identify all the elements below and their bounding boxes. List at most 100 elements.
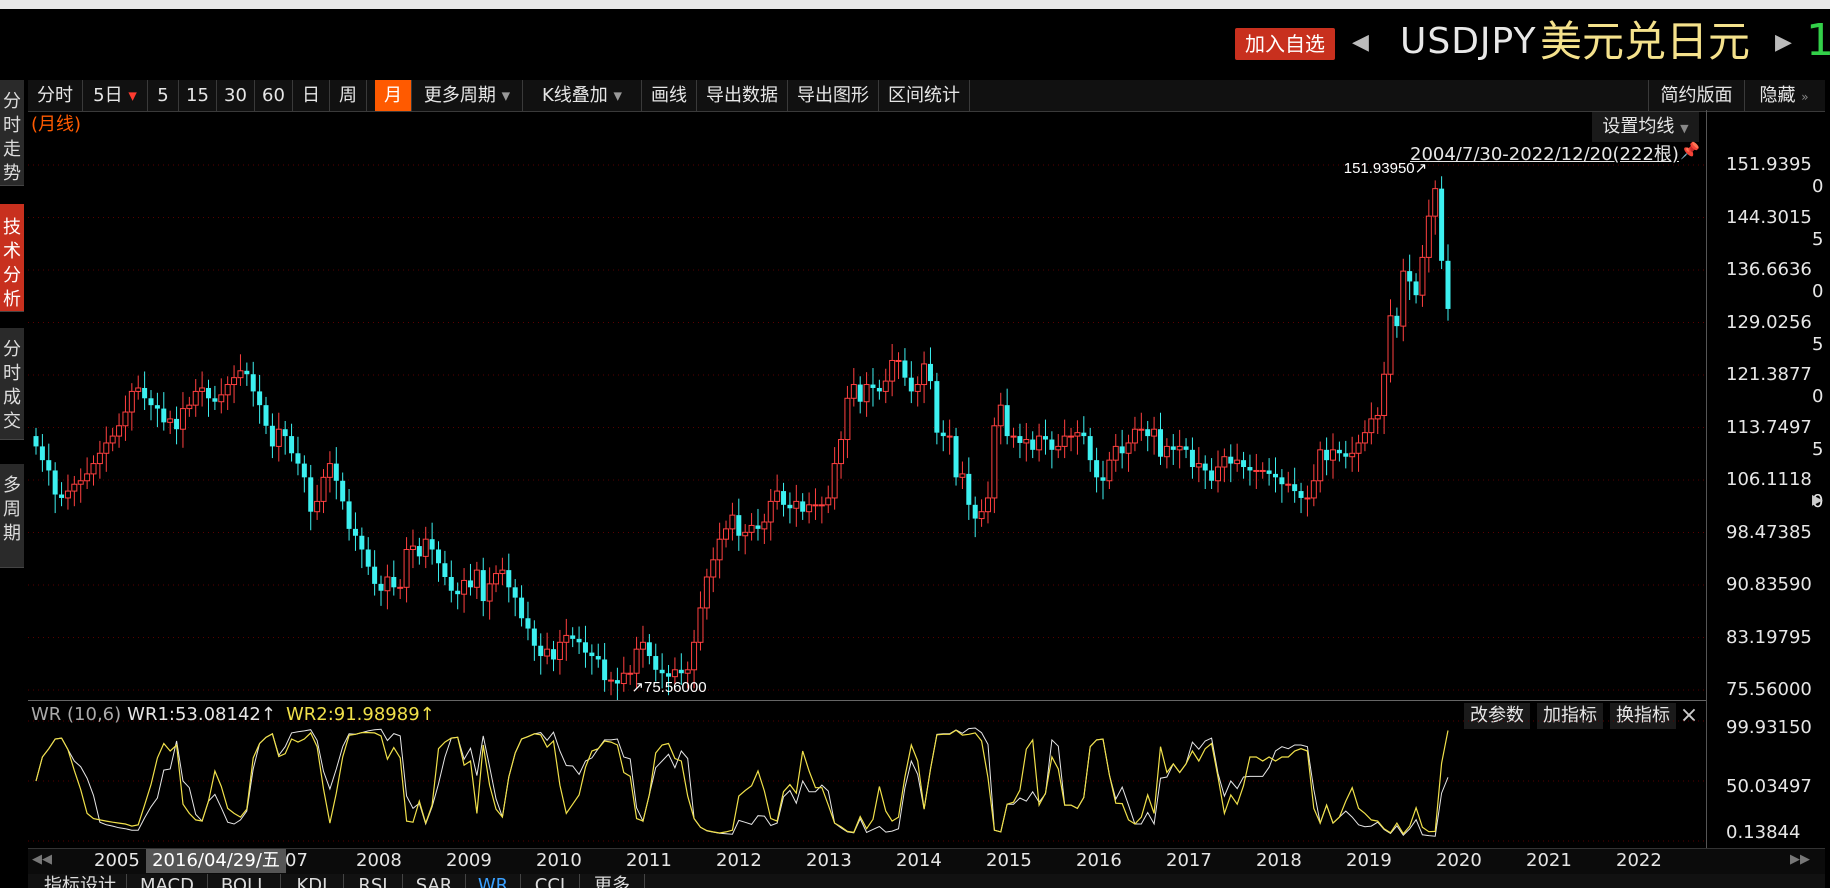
candle-body-down xyxy=(269,425,275,447)
tb-draw-line[interactable]: 画线 xyxy=(642,80,697,111)
candle xyxy=(174,406,180,445)
candle-body-down xyxy=(467,580,473,588)
side-tab-multiperiod[interactable]: 多周期 xyxy=(0,464,24,568)
candle xyxy=(748,513,755,541)
candle xyxy=(1030,431,1036,459)
change-params-button[interactable]: 改参数 xyxy=(1464,703,1530,729)
candle xyxy=(1100,460,1106,500)
candle xyxy=(1374,407,1381,435)
price-tick-fragment: 0 xyxy=(1812,281,1824,302)
candle xyxy=(77,468,84,503)
pin-icon[interactable]: 📌 xyxy=(1680,141,1700,160)
tb-label: 5日 xyxy=(93,85,123,106)
time-tick: 2009 xyxy=(446,850,492,871)
side-tab-label: 技术分析 xyxy=(3,217,21,310)
candle-body-down xyxy=(800,501,806,512)
wr-indicator-chart[interactable] xyxy=(28,701,1706,847)
candle-body-up xyxy=(544,648,551,657)
close-icon[interactable]: × xyxy=(1679,703,1699,728)
side-tab-technical[interactable]: 技术分析 xyxy=(0,204,24,312)
candle-body-down xyxy=(972,504,978,519)
switch-indicator-button[interactable]: 换指标 xyxy=(1610,703,1676,729)
candle xyxy=(1355,434,1362,472)
add-to-watchlist-button[interactable]: 加入自选 xyxy=(1235,28,1335,60)
set-ma-button[interactable]: 设置均线 ▼ xyxy=(1592,112,1699,142)
tb-export-data[interactable]: 导出数据 xyxy=(697,80,788,111)
candle xyxy=(1042,419,1048,455)
expand-right-icon[interactable]: ▶ xyxy=(1812,492,1823,508)
tb-60min[interactable]: 60 xyxy=(255,80,293,111)
candle-body-down xyxy=(1247,467,1253,471)
time-tick: 2008 xyxy=(356,850,402,871)
side-tab-intraday[interactable]: 分时走势 xyxy=(0,80,24,186)
tb-30min[interactable]: 30 xyxy=(217,80,255,111)
candle-body-down xyxy=(59,494,65,498)
tb-export-chart[interactable]: 导出图形 xyxy=(788,80,879,111)
price-tick-fragment: 0 xyxy=(1812,491,1824,512)
candle xyxy=(882,368,889,404)
tb-week[interactable]: 周 xyxy=(330,80,367,111)
tb-day[interactable]: 日 xyxy=(293,80,330,111)
indicator-tab[interactable]: WR xyxy=(466,874,521,888)
side-tab-trades[interactable]: 分时成交 xyxy=(0,328,24,440)
indicator-tab[interactable]: KDJ xyxy=(281,874,344,888)
candle-body-up xyxy=(96,452,103,465)
tb-intraday[interactable]: 分时 xyxy=(28,80,83,111)
prev-symbol-icon[interactable]: ◀ xyxy=(1352,30,1369,55)
candle xyxy=(333,447,339,500)
candle xyxy=(1106,451,1113,490)
candle xyxy=(231,365,238,404)
candle xyxy=(372,550,378,596)
indicator-tab[interactable]: 更多 xyxy=(580,874,645,888)
date-range-link[interactable]: 2004/7/30-2022/12/20(222根) xyxy=(1410,144,1679,165)
candle xyxy=(269,413,275,459)
indicator-tab[interactable]: RSI xyxy=(344,874,403,888)
indicator-tab[interactable]: MACD xyxy=(127,874,208,888)
candle xyxy=(1324,437,1330,476)
panel-divider[interactable] xyxy=(28,700,1706,701)
candle-body-up xyxy=(64,490,71,499)
tb-label: 月 xyxy=(384,85,402,106)
indicator-tab[interactable]: CCI xyxy=(521,874,580,888)
candle-body-up xyxy=(1195,463,1202,468)
price-tick-fragment: 0 xyxy=(1812,386,1824,407)
candle xyxy=(1285,471,1292,493)
scroll-right-icon[interactable]: ▶▶ xyxy=(1790,852,1810,867)
tb-5day[interactable]: 5日 ▼ xyxy=(83,80,148,111)
scroll-left-icon[interactable]: ◀◀ xyxy=(32,852,52,867)
tb-label: 隐藏 xyxy=(1759,85,1796,106)
indicator-tab[interactable]: SAR xyxy=(403,874,466,888)
candle-body-up xyxy=(1355,442,1362,454)
candle-body-up xyxy=(1023,439,1030,444)
candle xyxy=(538,633,544,675)
candle-body-up xyxy=(1368,418,1375,434)
indicator-tab[interactable]: 指标设计 xyxy=(34,874,127,888)
candle xyxy=(1266,458,1272,486)
candle xyxy=(1017,423,1023,459)
candle xyxy=(359,527,365,569)
candle-body-down xyxy=(1157,429,1163,457)
candle-body-down xyxy=(448,576,454,591)
candle-body-down xyxy=(870,384,876,388)
time-tick: 2016 xyxy=(1076,850,1122,871)
tb-kline-overlay[interactable]: K线叠加 ▼ xyxy=(523,80,642,111)
candle-body-down xyxy=(1087,436,1093,461)
tb-15min[interactable]: 15 xyxy=(179,80,217,111)
indicator-tab[interactable]: BOLL xyxy=(208,874,281,888)
candle-body-up xyxy=(486,583,493,602)
candle-body-up xyxy=(403,549,410,588)
candle xyxy=(1343,440,1349,469)
tb-month[interactable]: 月 xyxy=(375,80,412,111)
tb-hide[interactable]: 隐藏 » xyxy=(1744,80,1824,111)
tb-range-stats[interactable]: 区间统计 xyxy=(879,80,970,111)
candlestick-chart[interactable]: 151.93950↗ ↗75.56000 xyxy=(28,110,1706,700)
next-symbol-icon[interactable]: ▶ xyxy=(1775,30,1792,55)
candle-body-up xyxy=(1214,466,1221,482)
tb-more-periods[interactable]: 更多周期 ▼ xyxy=(412,80,523,111)
candle xyxy=(1195,447,1202,483)
tb-5min[interactable]: 5 xyxy=(148,80,179,111)
tb-compact-layout[interactable]: 简约版面 xyxy=(1648,80,1745,111)
candle xyxy=(135,375,142,400)
candle xyxy=(467,563,473,596)
candle xyxy=(90,455,97,486)
